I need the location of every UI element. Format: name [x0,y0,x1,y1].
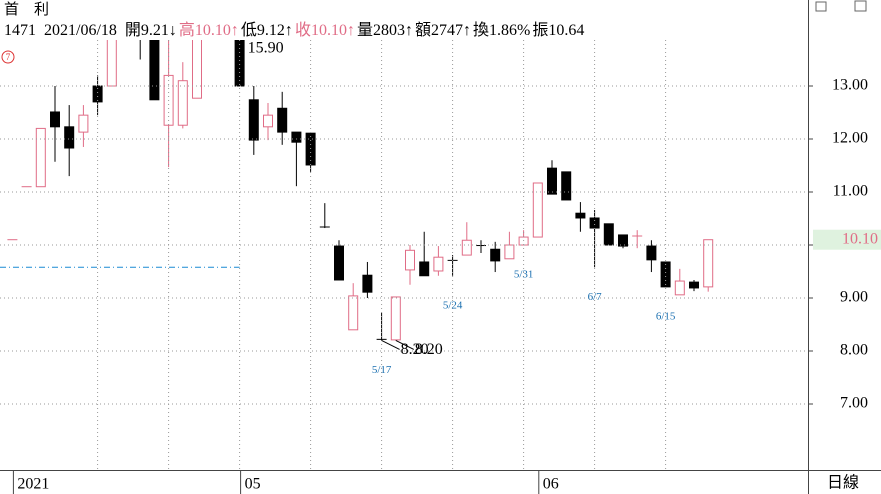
candle-body [362,274,373,293]
x-tick-label: 06 [543,476,559,493]
candle-body [518,236,529,246]
candle-body [589,217,600,229]
candle-body [575,212,586,219]
period-label: 日線 [827,474,859,492]
candle-body [234,40,245,87]
window-icon[interactable] [815,1,827,12]
candle-body [35,127,46,188]
candle-body [248,99,259,141]
y-tick-label: 8.00 [840,342,868,359]
info-item: 高10.10↑ [178,22,239,39]
candle-body [334,245,344,281]
candle-body [490,248,501,262]
candle-body [618,234,628,247]
candle-body [405,249,415,271]
y-tick-label: 13.00 [832,77,868,94]
date-label: 5/17 [372,364,392,376]
chart-title: 首 利 [4,2,50,18]
candle-body [504,244,515,260]
candle-body [603,223,614,246]
candle-body [50,111,60,128]
info-item: 開9.21↓ [124,22,177,39]
candle-body [177,80,188,126]
candle-body [419,261,430,277]
info-item: 2021/06/18 [44,22,117,39]
candle-body [64,126,75,149]
badge-circle [1,50,15,64]
info-item: 1471 [4,22,36,39]
plot-area [0,0,714,341]
info-item: 收10.10↑ [294,22,355,39]
low-label: 8.20 [415,341,443,358]
y-tick-label: 12.00 [832,130,868,147]
y-tick-label: 9.00 [840,289,868,306]
low-label: 8.20 [401,341,429,358]
info-bar: 1471 2021/06/18 開9.21↓ 高10.10↑ 低9.12↑ 收10.10↑… [4,20,808,42]
candle-body [291,131,302,143]
candle-body [92,85,103,103]
candle-body [390,296,401,341]
candle-body [149,40,160,101]
x-tick-label: 05 [245,476,261,493]
candle-body [532,182,543,238]
y-tick-label: 11.00 [833,183,868,200]
candle-body [689,281,699,289]
info-item: 換1.86% [472,22,531,39]
info-item: 低9.12↑ [240,22,293,39]
candle-body [433,256,444,272]
candle-body [561,171,572,201]
info-item: 量2803↑ [356,22,413,39]
high-label: 15.90 [248,40,284,57]
info-item: 振10.64 [532,22,585,39]
candle-body [660,261,671,288]
candle-body [348,295,359,331]
info-item: 額2747↑ [414,22,471,39]
date-label: 6/7 [588,291,603,303]
candle-body [207,0,216,7]
low-leader [395,339,415,350]
date-label: 6/15 [656,310,676,322]
candle-body [192,40,202,99]
price-tag [813,229,881,250]
low-leader [381,339,400,350]
x-tick-label: 2021 [17,476,49,493]
y-tick-label: 7.00 [840,395,868,412]
candle-body [78,114,89,133]
window-icon[interactable] [854,0,867,12]
candle-body [674,280,685,296]
badge: 7 [6,52,11,62]
price-tag-label: 10.10 [842,230,878,247]
date-label: 5/31 [514,269,534,281]
date-label: 5/24 [443,299,463,311]
candle-body [646,245,657,261]
candle-body [277,107,288,133]
candle-body [461,239,472,256]
candle-body [703,239,714,288]
candle-body [106,40,117,87]
candle-body [263,114,273,128]
candle-body [547,167,557,195]
candle-body [122,1,131,17]
